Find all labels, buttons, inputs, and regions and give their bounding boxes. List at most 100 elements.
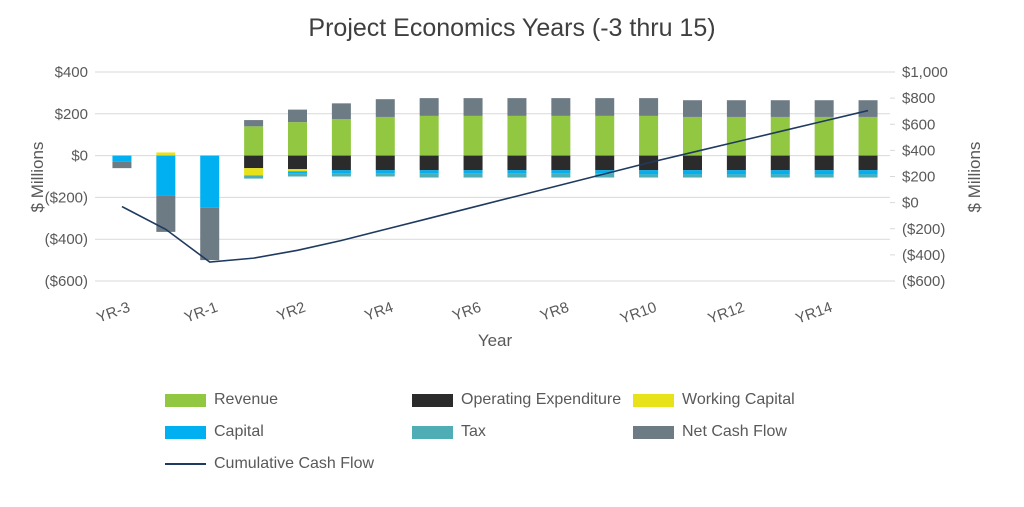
bar-segment-tax-yr6 [463,173,483,178]
bar-segment-net-cash-flow-yr10 [639,98,659,116]
legend-item-cumulative-cash-flow: Cumulative Cash Flow [165,455,412,473]
bar-segment-tax-yr11 [683,174,702,178]
bar-segment-working-capital-yr-2 [156,152,176,156]
cumulative-cash-flow-line [121,109,869,263]
bar-segment-revenue-yr7 [507,115,527,156]
legend-item-operating-expenditure: Operating Expenditure [412,391,633,409]
legend-label-capital: Capital [214,423,264,440]
bar-segment-tax-yr3 [331,173,351,177]
legend-label-operating-expenditure: Operating Expenditure [461,391,622,408]
left-axis-tick-label: ($600) [45,273,88,290]
bar-segment-revenue-yr11 [683,116,702,156]
legend-item-net-cash-flow: Net Cash Flow [633,423,953,441]
bar-segment-operating-expenditure-yr13 [770,155,790,171]
bar-segment-net-cash-flow-yr7 [507,98,527,116]
x-axis-tick-label: YR4 [362,299,395,325]
bar-segment-net-cash-flow-yr-2 [156,195,176,232]
legend-label-tax: Tax [461,423,486,440]
bar-segment-operating-expenditure-yr2 [288,155,307,170]
left-axis-tick-label: ($400) [45,231,88,248]
bar-segment-capital-yr4 [375,170,395,174]
bar-segment-capital-yr9 [595,170,615,174]
bar-segment-net-cash-flow-yr1 [244,120,264,127]
bar-segment-working-capital-yr1 [244,168,264,176]
x-axis-tick-label: YR14 [793,299,834,328]
bar-segment-operating-expenditure-yr11 [683,155,702,171]
bar-segment-tax-yr5 [419,173,439,178]
bar-segment-operating-expenditure-yr12 [726,155,746,171]
right-axis-tick-label: ($600) [902,273,945,290]
bar-segment-capital-yr-1 [200,155,220,208]
bar-segment-revenue-yr2 [288,122,307,156]
x-axis-title: Year [477,331,513,350]
legend-label-revenue: Revenue [214,391,279,408]
chart-title: Project Economics Years (-3 thru 15) [308,14,716,42]
bar-segment-capital-yr12 [726,170,746,175]
left-axis-tick-label: $0 [71,148,88,165]
right-axis-tick-label: ($400) [902,247,945,264]
bar-segment-revenue-yr6 [463,115,483,156]
right-axis-tick-label: ($200) [902,221,945,238]
bar-segment-working-capital-yr2 [288,169,307,172]
bar-segment-operating-expenditure-yr1 [244,155,264,169]
bar-segment-net-cash-flow-yr8 [551,98,571,116]
bar-segment-revenue-yr13 [770,116,790,156]
bar-segment-operating-expenditure-yr5 [419,155,439,171]
bar-segment-tax-yr4 [375,173,395,177]
bar-segment-revenue-yr9 [595,115,615,156]
legend-label-net-cash-flow: Net Cash Flow [682,423,787,440]
bar-segment-capital-yr14 [814,170,834,175]
bar-segment-operating-expenditure-yr14 [814,155,834,171]
right-axis-tick-label: $800 [902,90,935,107]
legend-item-revenue: Revenue [165,391,412,409]
bar-segment-tax-yr12 [726,174,746,178]
bar-segment-net-cash-flow-yr-1 [200,207,220,261]
left-axis-tick-label: $200 [55,106,88,123]
bar-segment-capital-yr-3 [112,155,132,162]
left-axis-tick-label: ($200) [45,189,88,206]
bar-segment-capital-yr3 [331,170,351,174]
right-axis-tick-label: $600 [902,116,935,133]
legend: Revenue Operating Expenditure Working Ca… [165,391,953,473]
bar-segment-revenue-yr14 [814,116,834,156]
bar-segment-net-cash-flow-yr12 [726,100,746,117]
bar-segment-revenue-yr10 [639,115,659,156]
capital-swatch [165,425,206,439]
bar-segment-tax-yr7 [507,173,527,178]
bar-segment-net-cash-flow-yr11 [683,100,702,117]
bar-segment-revenue-yr1 [244,126,264,156]
bar-segment-capital-yr6 [463,170,483,174]
bar-segment-capital-yr7 [507,170,527,174]
bar-segment-net-cash-flow-yr9 [595,98,615,116]
bar-segment-tax-yr10 [639,174,659,178]
bar-segment-capital-yr8 [551,170,571,174]
x-axis-tick-label: YR8 [538,299,571,325]
bar-segment-capital-yr10 [639,170,659,175]
bar-segment-capital-yr13 [770,170,790,175]
bar-segment-operating-expenditure-yr9 [595,155,615,171]
bar-segment-operating-expenditure-yr15 [858,155,878,171]
net-cash-flow-swatch [633,425,674,439]
bar-segment-operating-expenditure-yr6 [463,155,483,171]
revenue-swatch [165,393,206,407]
bar-segment-tax-yr2 [288,173,307,177]
bar-segment-revenue-yr4 [375,116,395,156]
legend-item-working-capital: Working Capital [633,391,953,409]
x-axis-tick-label: YR-3 [94,299,132,327]
bar-segment-tax-yr8 [551,173,571,178]
bar-segment-tax-yr1 [244,175,264,179]
bar-segment-net-cash-flow-yr2 [288,109,307,123]
bar-segment-net-cash-flow-yr4 [375,99,395,117]
bar-segment-operating-expenditure-yr7 [507,155,527,171]
left-axis-tick-label: $400 [55,64,88,81]
x-axis-tick-label: YR2 [275,299,308,325]
bar-segment-tax-yr13 [770,174,790,178]
operating-expenditure-swatch [412,393,453,407]
bar-segment-tax-yr15 [858,174,878,178]
working-capital-swatch [633,393,674,407]
legend-label-working-capital: Working Capital [682,391,795,408]
bar-segment-revenue-yr15 [858,116,878,156]
bar-segment-tax-yr9 [595,173,615,178]
bar-segment-operating-expenditure-yr8 [551,155,571,171]
